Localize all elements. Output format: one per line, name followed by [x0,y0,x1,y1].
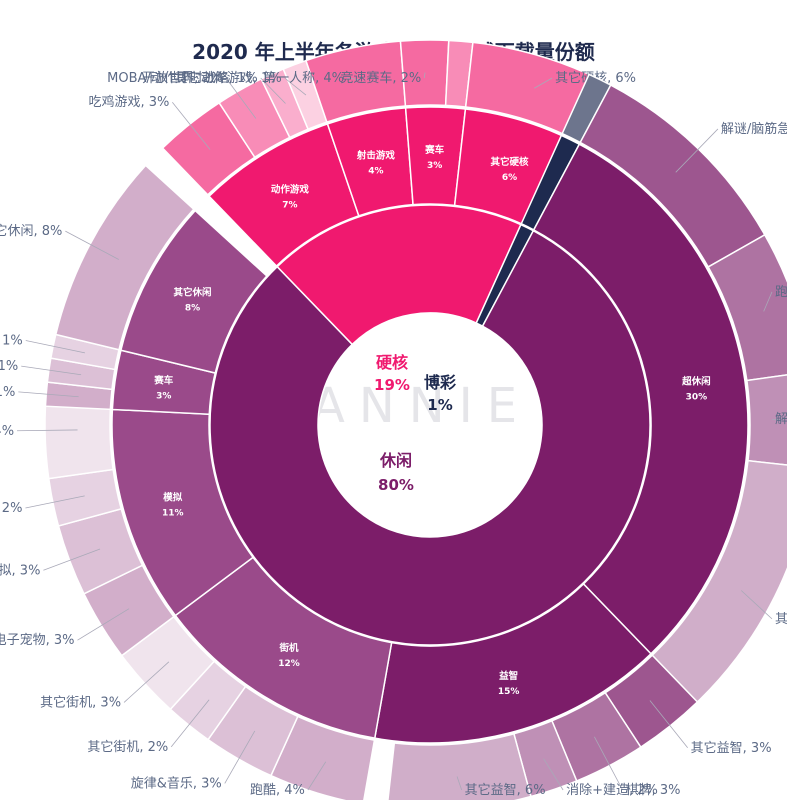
leader-line [18,391,79,398]
center-label-gambling: 博彩 [424,373,456,392]
middle-slice-label: 赛车 [424,144,445,156]
outer-slice-label: 解压游戏, 4% [775,412,787,427]
middle-slice-label: 赛车 [153,375,174,387]
outer-slice-label: 竞速赛车, 2% [340,70,421,86]
leader-line [43,548,101,571]
middle-slice-other_casual [120,209,268,374]
inner-slice-casual [209,229,651,646]
outer-slice-label: 第一人称, 4% [263,71,344,86]
center-label-casual: 休闲 [379,451,412,470]
leader-line [534,77,553,89]
outer-slice-label: 跑酷, 4% [250,783,305,798]
leader-line [260,77,286,104]
outer-slice-label: 开放世界, 2% [142,71,223,86]
leader-line [456,776,463,791]
leader-line [675,128,719,173]
outer-slice-label: 竞速赛车, 1% [0,333,23,349]
outer-slice-label: 其它街机, 3% [40,694,121,710]
outer-slice-label: 沙盒, 2% [0,500,22,516]
outer-slice [54,164,195,351]
middle-slice-value: 7% [282,200,297,210]
middle-slice-label: 其它休闲 [173,287,211,299]
outer-slice-label: 其它益智, 3% [691,740,772,756]
leader-line [172,101,211,150]
inner-slice-hardcore [276,204,522,346]
outer-slice-label: 特技赛车, 1% [0,358,18,374]
outer-slice-label: 其它模拟, 4% [0,423,14,439]
middle-slice-value: 4% [368,166,383,176]
middle-slice-value: 3% [156,392,171,402]
outer-slice-label: 吃鸡游戏, 3% [88,94,169,110]
outer-slice-label: 其它超休闲, 12% [775,611,787,627]
leader-line [17,429,78,432]
leader-line [77,608,130,641]
middle-slice-label: 街机 [279,642,300,654]
leader-line [543,758,564,791]
middle-slice-value: 15% [498,687,520,697]
middle-slice-label: 其它硬核 [491,156,530,168]
leader-line [65,230,119,260]
outer-slice-label: 其它街机, 2% [87,739,168,755]
middle-slice-value: 11% [162,509,184,519]
middle-slice-value: 30% [686,393,708,403]
leader-line [123,661,170,703]
leader-line [21,365,82,376]
outer-slice-label: 棋牌, 3% [626,782,681,798]
middle-slice-label: 超休闲 [681,376,711,388]
outer-slice-label: 解谜/脑筋急转弯, 9% [721,121,787,137]
outer-slice-label: 跑酷/竞赛, 6% [775,284,787,300]
leader-line [224,730,256,784]
leader-line [225,77,257,119]
center-value-gambling: 1% [427,396,452,414]
leader-line [284,77,307,96]
middle-slice-label: 益智 [499,670,518,682]
leader-line [763,291,773,312]
middle-slice-value: 3% [427,161,442,171]
middle-slice-label: 动作游戏 [271,183,310,195]
leader-line [423,72,426,79]
center-value-casual: 80% [378,476,414,494]
outer-slice-label: 其它益智, 6% [465,782,546,798]
leader-line [346,77,360,81]
middle-slice-label: 模拟 [163,492,183,504]
leader-line [649,700,688,749]
leader-line [594,736,623,791]
outer-slice-label: 电子宠物, 3% [0,632,74,648]
center-value-hardcore: 19% [374,376,410,394]
outer-slice-label: 消除+建造, 2% [566,783,658,798]
outer-slice-label: 旋律&音乐, 3% [131,775,222,791]
outer-slice [387,732,532,800]
middle-slice-value: 6% [502,173,517,183]
middle-slice-hypercasual [532,143,749,655]
middle-slice-value: 8% [185,304,200,314]
middle-slice-value: 12% [278,659,300,669]
leader-line [25,340,86,354]
middle-slice-label: 射击游戏 [356,149,396,161]
leader-line [740,590,773,620]
leader-line [170,699,210,748]
center-label-hardcore: 硬核 [376,353,408,372]
leader-line [25,495,85,509]
outer-slice-label: 其它赛车, 1% [0,384,15,400]
outer-slice-label: 其它模拟, 3% [0,562,40,578]
leader-line [771,418,783,421]
outer-slice-label: 其它动作游戏, 1% [175,70,282,86]
leader-line [307,761,327,791]
outer-slice-label: MOBA/动作即时战略, 1% [107,70,258,86]
outer-slice-label: 其它休闲, 8% [0,223,62,239]
